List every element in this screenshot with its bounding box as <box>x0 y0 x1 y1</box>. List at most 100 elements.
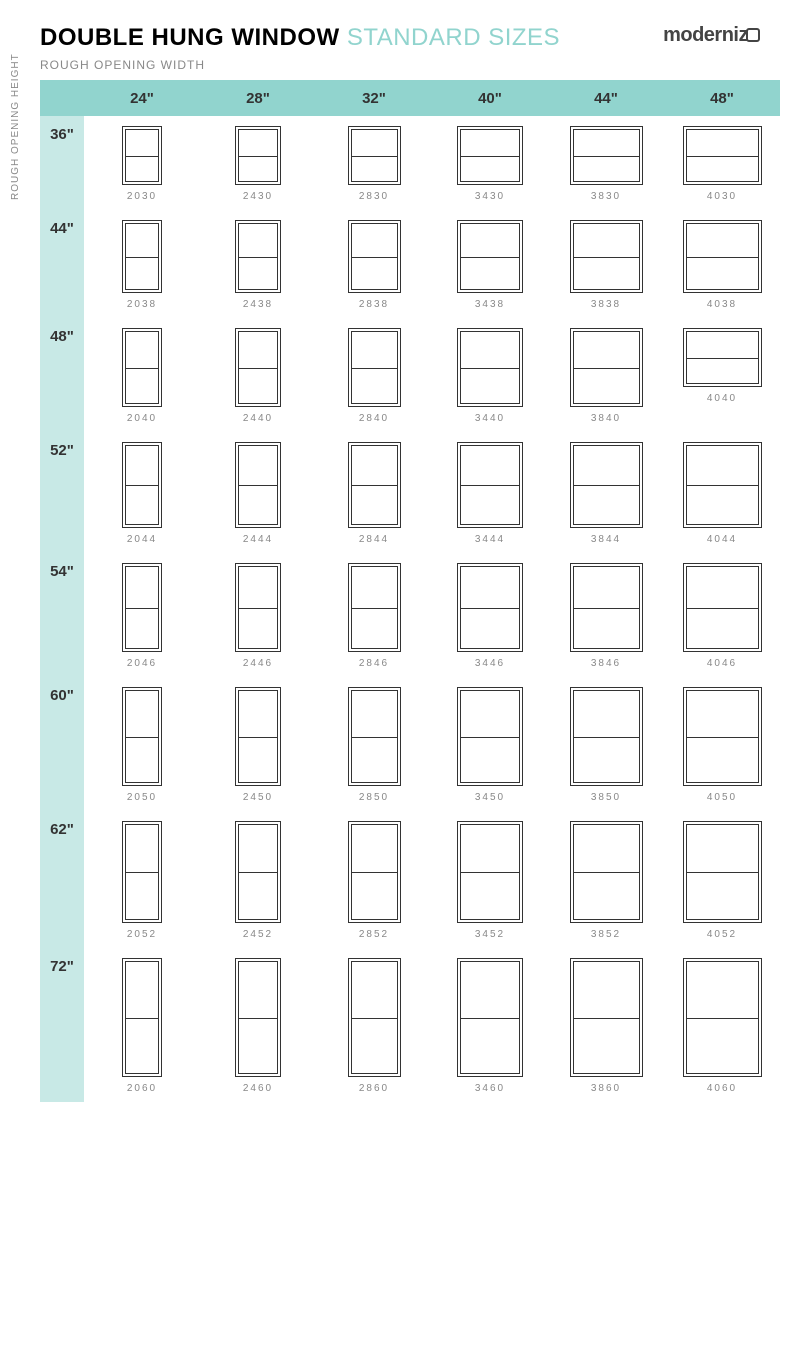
window-sash <box>687 737 758 738</box>
page-title: DOUBLE HUNG WINDOW STANDARD SIZES <box>40 24 663 52</box>
window-code: 2830 <box>359 191 389 202</box>
size-grid: 24"28"32"40"44"48"36"2030243028303430383… <box>40 80 800 1102</box>
size-cell: 2430 <box>200 116 316 210</box>
window-code: 2038 <box>127 299 157 310</box>
window-inner <box>351 824 398 920</box>
window-sash <box>352 737 397 738</box>
window-icon <box>122 958 162 1077</box>
row-header: 62" <box>40 811 84 948</box>
window-sash <box>574 1018 639 1019</box>
size-cell: 2046 <box>84 553 200 677</box>
window-sash <box>239 608 277 609</box>
window-icon <box>348 563 401 652</box>
window-icon <box>683 687 762 786</box>
window-inner <box>573 690 640 783</box>
window-icon <box>122 126 162 185</box>
size-cell: 2450 <box>200 677 316 811</box>
window-inner <box>686 445 759 525</box>
size-cell: 3440 <box>432 318 548 432</box>
window-sash <box>574 608 639 609</box>
window-sash <box>461 368 519 369</box>
window-code: 2044 <box>127 534 157 545</box>
window-icon <box>122 220 162 293</box>
window-inner <box>125 824 159 920</box>
window-code: 3852 <box>591 929 621 940</box>
window-code: 2850 <box>359 792 389 803</box>
window-icon <box>457 687 523 786</box>
window-code: 4044 <box>707 534 737 545</box>
size-cell: 4052 <box>664 811 780 948</box>
size-cell: 2850 <box>316 677 432 811</box>
window-icon <box>570 958 643 1077</box>
window-inner <box>351 331 398 404</box>
window-inner <box>238 824 278 920</box>
window-inner <box>351 961 398 1074</box>
window-code: 4052 <box>707 929 737 940</box>
size-cell: 4050 <box>664 677 780 811</box>
window-inner <box>238 223 278 290</box>
column-header: 32" <box>316 80 432 116</box>
window-icon <box>683 958 762 1077</box>
window-inner <box>573 961 640 1074</box>
window-sash <box>687 608 758 609</box>
window-sash <box>126 156 158 157</box>
window-code: 3846 <box>591 658 621 669</box>
window-icon <box>235 687 281 786</box>
window-code: 3860 <box>591 1083 621 1094</box>
brand-text: moderniz <box>663 24 748 46</box>
window-code: 2852 <box>359 929 389 940</box>
window-sash <box>352 608 397 609</box>
window-code: 4046 <box>707 658 737 669</box>
window-icon <box>457 821 523 923</box>
window-icon <box>235 328 281 407</box>
size-cell: 2830 <box>316 116 432 210</box>
size-cell: 3430 <box>432 116 548 210</box>
window-inner <box>351 566 398 649</box>
window-code: 2052 <box>127 929 157 940</box>
header: DOUBLE HUNG WINDOW STANDARD SIZES ROUGH … <box>0 0 800 80</box>
window-inner <box>238 129 278 182</box>
chart: ROUGH OPENING HEIGHT 24"28"32"40"44"48"3… <box>0 80 800 1102</box>
size-cell: 3450 <box>432 677 548 811</box>
window-code: 2844 <box>359 534 389 545</box>
window-inner <box>125 445 159 525</box>
window-code: 2046 <box>127 658 157 669</box>
window-inner <box>125 129 159 182</box>
size-cell: 3446 <box>432 553 548 677</box>
size-cell: 2846 <box>316 553 432 677</box>
size-cell: 2452 <box>200 811 316 948</box>
size-cell: 3852 <box>548 811 664 948</box>
window-sash <box>352 257 397 258</box>
size-cell: 2040 <box>84 318 200 432</box>
window-sash <box>239 737 277 738</box>
window-icon <box>122 442 162 528</box>
window-icon <box>457 563 523 652</box>
window-icon <box>570 328 643 407</box>
window-code: 3452 <box>475 929 505 940</box>
window-inner <box>125 961 159 1074</box>
window-inner <box>460 331 520 404</box>
window-inner <box>125 331 159 404</box>
window-sash <box>126 257 158 258</box>
window-sash <box>687 485 758 486</box>
window-sash <box>126 368 158 369</box>
size-cell: 2838 <box>316 210 432 318</box>
size-cell: 3830 <box>548 116 664 210</box>
window-code: 4040 <box>707 393 737 404</box>
window-code: 4030 <box>707 191 737 202</box>
window-code: 2838 <box>359 299 389 310</box>
window-inner <box>351 129 398 182</box>
window-code: 2450 <box>243 792 273 803</box>
window-inner <box>238 566 278 649</box>
window-inner <box>460 824 520 920</box>
window-icon <box>683 126 762 185</box>
window-icon <box>457 126 523 185</box>
column-header: 48" <box>664 80 780 116</box>
row-header: 72" <box>40 948 84 1102</box>
brand-logo: moderniz <box>663 24 760 47</box>
row-header: 60" <box>40 677 84 811</box>
size-cell: 2860 <box>316 948 432 1102</box>
window-code: 2060 <box>127 1083 157 1094</box>
window-sash <box>239 368 277 369</box>
window-sash <box>239 485 277 486</box>
